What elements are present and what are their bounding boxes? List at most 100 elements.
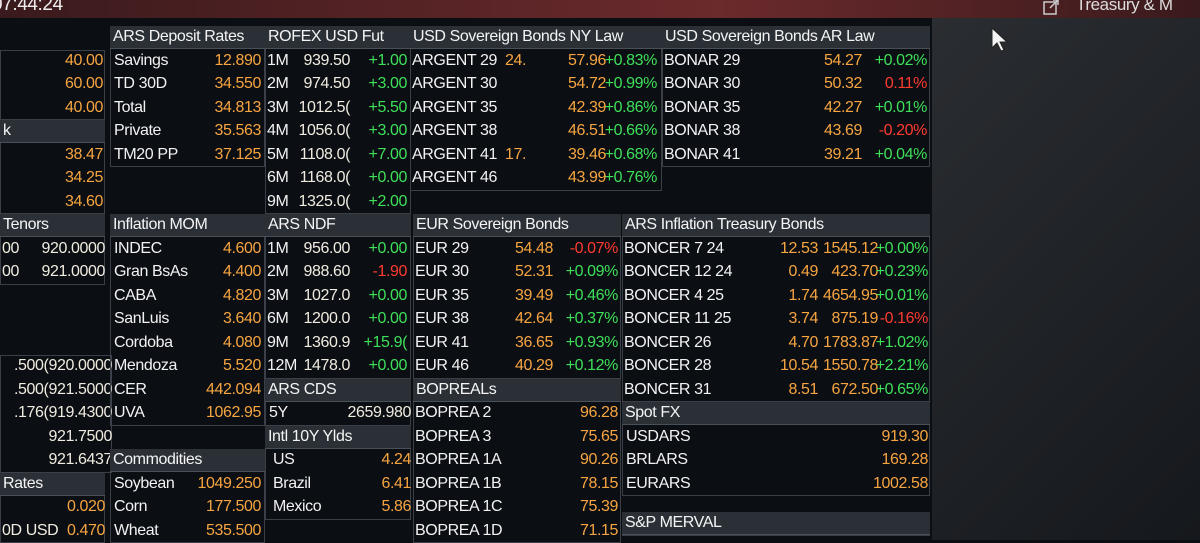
panel-title: ROFEX USD Fut	[268, 26, 384, 48]
panel-title: ARS NDF	[268, 214, 335, 236]
cell-value: 0D USD	[2, 520, 58, 542]
cell-value: 75.39	[580, 496, 618, 518]
cell-value: +0.09%	[566, 261, 618, 283]
cell-value: +0.37%	[566, 308, 618, 330]
row-label: BONCER 7 24	[624, 238, 724, 260]
row-label: 3M	[267, 285, 288, 307]
cell-value: 1783.87	[823, 332, 878, 354]
cell-value: 60.00	[65, 73, 103, 95]
cell-value: 1108.0(	[300, 144, 350, 166]
panel-title: Intl 10Y Ylds	[268, 426, 352, 448]
cell-value: +0.00	[369, 285, 408, 307]
row-label: Mendoza	[114, 355, 177, 377]
cell-value: +0.01%	[876, 285, 928, 307]
panel-title: Rates	[3, 473, 43, 495]
cell-value: +0.93%	[566, 332, 618, 354]
cell-value: -0.07%	[570, 238, 618, 260]
cell-value: 1478.0	[303, 355, 350, 377]
row-label: ARGENT 29	[412, 50, 497, 72]
cell-value: -0.16%	[880, 308, 928, 330]
cell-value: 1012.5(	[299, 97, 350, 119]
cell-value: 4.70	[788, 332, 818, 354]
cell-value: 921.6437	[48, 449, 112, 471]
cell-value: 921.7500	[48, 426, 112, 448]
panel-title: S&P MERVAL	[625, 512, 722, 534]
row-label: Savings	[114, 50, 168, 72]
cell-value: 34.813	[214, 97, 261, 119]
cell-value: 52.31	[515, 261, 553, 283]
cell-value: 535.500	[206, 520, 261, 542]
row-label: 3M	[267, 97, 288, 119]
desktop-area	[932, 18, 1200, 540]
cell-value: 40.00	[65, 50, 103, 72]
cell-value: +15.9(	[364, 332, 407, 354]
cell-value: 42.39	[568, 97, 606, 119]
panel-title: Spot FX	[625, 402, 680, 424]
cell-value: 54.72	[568, 73, 606, 95]
cell-value: 939.50	[303, 50, 350, 72]
panel-title: BOPREALs	[416, 379, 496, 401]
cell-value: 169.28	[881, 449, 928, 471]
cell-value: 1027.0	[303, 285, 350, 307]
cell-value: +0.02%	[875, 50, 927, 72]
panel-title: ARS Deposit Rates	[113, 26, 244, 48]
cell-value: +0.00	[369, 167, 408, 189]
row-label: ARGENT 41	[412, 144, 497, 166]
panel-title: USD Sovereign Bonds NY Law	[413, 26, 623, 48]
cell-value: 0.020	[67, 496, 105, 518]
cell-value: 1545.12	[823, 238, 878, 260]
cell-value: +0.68%	[605, 144, 657, 166]
row-label: Gran BsAs	[114, 261, 188, 283]
cell-value: -0.20%	[879, 120, 927, 142]
cell-value: 1.74	[788, 285, 818, 307]
cell-value: 17.	[505, 144, 526, 166]
cell-value: 0.470	[67, 520, 105, 542]
window-title[interactable]: Treasury & M	[1076, 0, 1173, 16]
cell-value: 4.400	[223, 261, 261, 283]
cell-value: 00	[2, 261, 19, 283]
row-label: USDARS	[626, 426, 690, 448]
cell-value: 1062.95	[206, 402, 261, 424]
cell-value: 1002.58	[873, 473, 928, 495]
cell-value: 42.27	[824, 97, 862, 119]
cell-value: +0.04%	[875, 144, 927, 166]
row-label: Mexico	[273, 496, 321, 518]
cell-value: .500(921.5000	[14, 379, 112, 401]
cell-value: 1168.0(	[300, 167, 350, 189]
row-label: BONAR 30	[664, 73, 740, 95]
cell-value: 6.41	[381, 473, 411, 495]
row-label: BONAR 29	[664, 50, 740, 72]
cell-value: +0.83%	[605, 50, 657, 72]
row-label: BONCER 26	[624, 332, 711, 354]
cell-value: 3.640	[223, 308, 261, 330]
row-label: BOPREA 1A	[415, 449, 501, 471]
row-label: ARGENT 30	[412, 73, 497, 95]
row-label: Total	[114, 97, 146, 119]
row-label: 2M	[267, 261, 288, 283]
row-label: US	[273, 449, 294, 471]
mouse-cursor	[990, 26, 1010, 54]
cell-value: 37.125	[214, 144, 261, 166]
cell-value: +0.66%	[605, 120, 657, 142]
row-label: EURARS	[626, 473, 690, 495]
cell-value: 46.51	[568, 120, 606, 142]
row-label: BOPREA 1D	[415, 520, 502, 542]
row-label: BONCER 31	[624, 379, 711, 401]
cell-value: 5.86	[381, 496, 411, 518]
row-label: EUR 30	[415, 261, 469, 283]
cell-value: 1325.0(	[299, 191, 350, 213]
cell-value: 4.080	[223, 332, 261, 354]
cell-value: 57.96	[568, 50, 606, 72]
row-label: 2M	[267, 73, 288, 95]
cell-value: -1.90	[373, 261, 407, 283]
cell-value: 24.	[505, 50, 526, 72]
cell-value: 71.15	[580, 520, 618, 542]
row-label: BONCER 11 25	[624, 308, 731, 330]
cell-value: 1360.9	[303, 332, 350, 354]
row-label: Corn	[114, 496, 147, 518]
row-label: BRLARS	[626, 449, 688, 471]
row-label: BONAR 35	[664, 97, 740, 119]
row-label: ARGENT 38	[412, 120, 497, 142]
cell-value: 1200.0	[303, 308, 350, 330]
popout-icon[interactable]	[1042, 0, 1060, 16]
